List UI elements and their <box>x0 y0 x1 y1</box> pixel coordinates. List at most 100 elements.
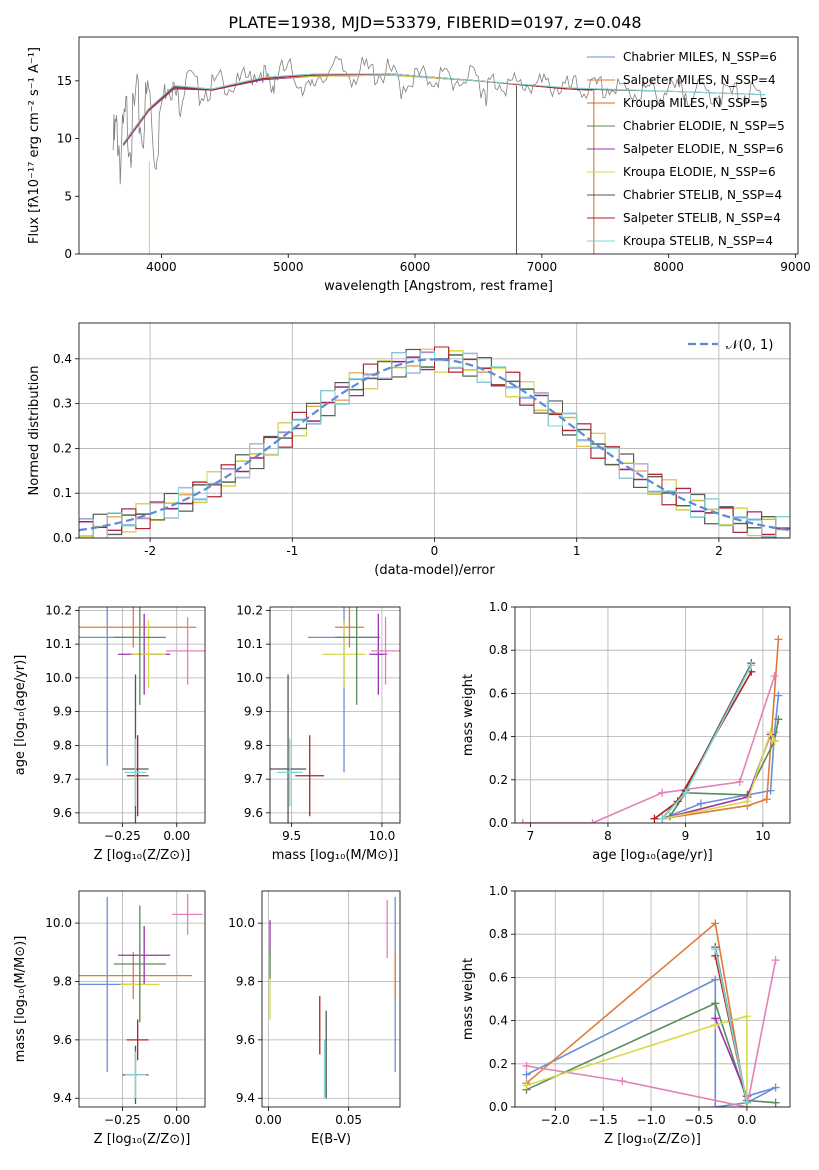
data-point <box>277 738 303 807</box>
ticks: -2 -1 0 1 2 0.0 0.1 0.2 0.3 0.4 <box>53 352 723 558</box>
data-point <box>113 905 166 1023</box>
weight-marker <box>766 728 775 737</box>
plot-area <box>79 607 205 823</box>
weight-marker <box>771 956 780 965</box>
y-tick-label: 9.4 <box>236 1091 255 1105</box>
x-tick-label: 4000 <box>146 260 177 274</box>
y-axis-label: Flux [fλ10⁻¹⁷ erg cm⁻² s⁻¹ A⁻¹] <box>27 47 42 244</box>
mass-vs-ebv-panel: 0.00 0.05 9.4 9.6 9.8 10.0 E(B-V) <box>228 890 401 1147</box>
x-tick-label: 9000 <box>780 260 811 274</box>
x-axis-label: Z [log₁₀(Z/Z⊙)] <box>94 848 191 863</box>
y-tick-label: 0.2 <box>53 441 72 455</box>
ticks: −0.25 0.00 9.6 9.7 9.8 9.9 10.0 10.1 10.2 <box>45 603 190 843</box>
axes-frame <box>78 890 206 1108</box>
legend-entry: Salpeter STELIB, N_SSP=4 <box>623 211 781 225</box>
data-layer <box>269 896 396 1099</box>
x-axis-label: age [log₁₀(age/yr)] <box>592 848 713 863</box>
age-vs-mass-panel: 9.5 10.0 9.6 9.7 9.8 9.9 10.0 10.1 10.2 mass [log… <box>236 603 401 863</box>
weight-marker <box>743 797 752 806</box>
y-tick-label: 0.6 <box>489 686 508 700</box>
y-tick-label: 9.8 <box>236 974 255 988</box>
legend-entry: Kroupa ELODIE, N_SSP=6 <box>623 165 776 179</box>
data-point <box>126 1019 149 1061</box>
x-tick-label: 0.00 <box>163 1113 190 1127</box>
weight-line <box>714 949 748 1103</box>
weight-series <box>522 999 780 1107</box>
weight-vs-metallicity-panel: −2.0 −1.5 −1.0 −0.5 0.0 0.0 0.2 0.4 0.6 0.8 1.0 Z [… <box>461 884 791 1147</box>
x-tick-label: -1 <box>286 544 298 558</box>
x-tick-label: 8000 <box>653 260 684 274</box>
x-axis-label: E(B-V) <box>311 1132 351 1147</box>
age-vs-metallicity-panel: −0.25 0.00 9.6 9.7 9.8 9.9 10.0 10.1 10.2 Z [log₁… <box>13 603 206 863</box>
plot-area <box>79 891 205 1107</box>
x-tick-label: 7 <box>527 829 535 843</box>
weight-marker <box>618 1077 627 1086</box>
axes-frame <box>261 890 401 1108</box>
axes-frame <box>78 36 799 255</box>
weight-marker <box>522 1070 531 1079</box>
weight-marker <box>658 788 667 797</box>
x-axis-label: Z [log₁₀(Z/Z⊙)] <box>94 1132 191 1147</box>
weight-line <box>526 1015 748 1107</box>
axes-frame <box>514 890 791 1108</box>
y-tick-label: 0.4 <box>489 1014 508 1028</box>
histogram-step <box>79 351 790 538</box>
weight-line <box>662 639 780 820</box>
y-axis-label: mass [log₁₀(M/M⊙)] <box>13 936 28 1063</box>
x-tick-label: 7000 <box>527 260 558 274</box>
y-tick-label: 10.1 <box>236 637 263 651</box>
weight-line <box>526 978 776 1107</box>
x-tick-label: 10 <box>755 829 770 843</box>
ticks: −0.25 0.00 9.4 9.6 9.8 10.0 <box>45 916 190 1127</box>
data-point <box>295 735 325 817</box>
weight-marker <box>770 736 779 745</box>
weight-marker <box>774 691 783 700</box>
legend-entry: Chabrier MILES, N_SSP=6 <box>623 50 777 64</box>
plot-area <box>515 607 790 823</box>
x-tick-label: 5000 <box>273 260 304 274</box>
weight-marker <box>711 1020 720 1029</box>
y-axis-label: Normed distribution <box>27 366 42 496</box>
axes-frame <box>78 606 206 824</box>
data-point <box>270 674 307 823</box>
x-tick-label: −0.25 <box>104 1113 141 1127</box>
y-axis-label: mass weight <box>461 674 476 756</box>
plot-area <box>262 891 400 1107</box>
y-tick-label: 9.9 <box>53 705 72 719</box>
y-tick-label: 10.2 <box>236 603 263 617</box>
y-tick-label: 9.6 <box>53 806 72 820</box>
data-point <box>335 607 364 648</box>
data-point <box>172 893 203 935</box>
grid <box>270 607 400 823</box>
x-tick-label: −0.25 <box>104 829 141 843</box>
data-point <box>165 617 205 685</box>
axes-frame <box>78 322 791 539</box>
weight-series <box>518 672 779 823</box>
spectrum-panel: 4000 5000 6000 7000 8000 9000 0 5 10 15 wavelength… <box>27 36 811 294</box>
weight-series <box>658 661 756 823</box>
y-tick-label: 9.6 <box>53 1033 72 1047</box>
axes-frame <box>514 606 791 824</box>
weight-line <box>526 959 777 1107</box>
weight-line <box>661 695 780 820</box>
y-tick-label: 9.7 <box>244 772 263 786</box>
data-layer <box>79 607 205 823</box>
plot-area <box>515 891 790 1107</box>
x-tick-label: 0 <box>431 544 439 558</box>
weight-series <box>711 945 751 1107</box>
weight-marker <box>711 919 720 928</box>
data-point <box>126 735 149 817</box>
y-tick-label: 0.3 <box>53 397 72 411</box>
legend: Chabrier MILES, N_SSP=6 Salpeter MILES, N… <box>587 50 785 248</box>
figure-title: PLATE=1938, MJD=53379, FIBERID=0197, z=0… <box>228 13 641 32</box>
data-point <box>124 738 147 807</box>
y-tick-label: 10.2 <box>45 603 72 617</box>
y-tick-label: 9.8 <box>244 738 263 752</box>
weight-marker <box>711 1103 720 1107</box>
legend-entry: Chabrier ELODIE, N_SSP=5 <box>623 119 785 133</box>
weight-marker <box>771 1083 780 1092</box>
y-tick-label: 0.0 <box>489 816 508 830</box>
y-axis-label: age [log₁₀(age/yr)] <box>13 655 28 776</box>
y-tick-label: 0.2 <box>489 773 508 787</box>
